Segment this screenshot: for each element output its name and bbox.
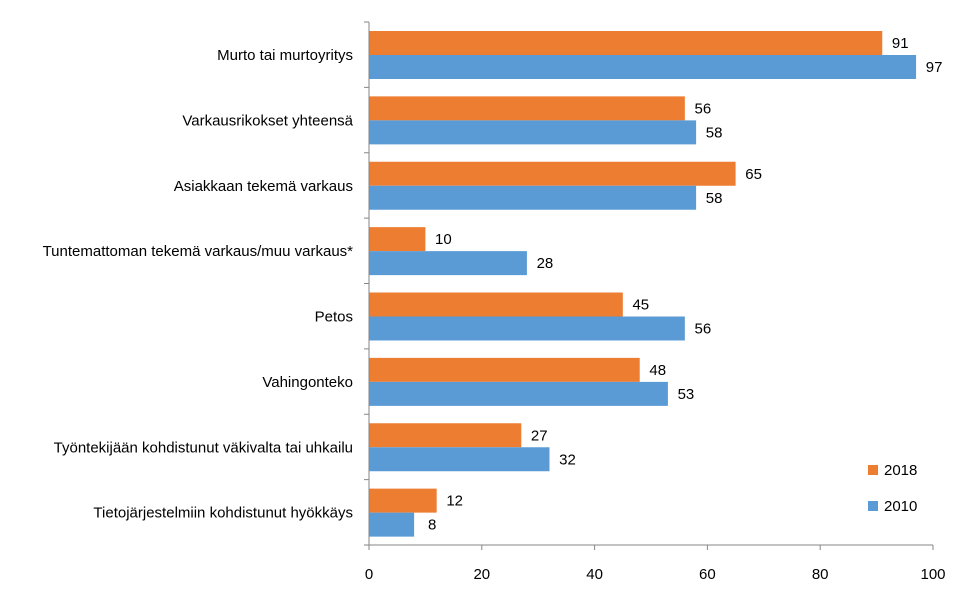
data-label: 91 bbox=[892, 35, 909, 52]
bar-2010 bbox=[369, 185, 697, 210]
data-label: 56 bbox=[694, 321, 711, 338]
bar-2010 bbox=[369, 120, 697, 145]
legend-label: 2018 bbox=[884, 462, 917, 479]
x-tick-label: 60 bbox=[699, 566, 716, 583]
bar-2010 bbox=[369, 251, 527, 276]
data-label: 53 bbox=[678, 386, 695, 403]
data-label: 28 bbox=[537, 255, 554, 272]
legend-swatch-2018 bbox=[868, 465, 878, 475]
bar-2010 bbox=[369, 447, 550, 472]
bar-2010 bbox=[369, 316, 685, 341]
bar-2018 bbox=[369, 161, 736, 186]
bar-2018 bbox=[369, 488, 437, 513]
data-label: 56 bbox=[694, 100, 711, 117]
data-label: 48 bbox=[649, 362, 666, 379]
category-label: Varkausrikokset yhteensä bbox=[182, 112, 353, 129]
bar-2018 bbox=[369, 227, 426, 252]
data-label: 65 bbox=[745, 166, 762, 183]
category-label: Tietojärjestelmiin kohdistunut hyökkäys bbox=[93, 505, 353, 522]
data-label: 58 bbox=[706, 124, 723, 141]
legend-swatch-2010 bbox=[868, 501, 878, 511]
data-label: 27 bbox=[531, 427, 548, 444]
category-label: Asiakkaan tekemä varkaus bbox=[174, 178, 353, 195]
x-tick-label: 80 bbox=[812, 566, 829, 583]
bar-2018 bbox=[369, 96, 685, 121]
legend-label: 2010 bbox=[884, 498, 917, 515]
x-tick-label: 0 bbox=[365, 566, 373, 583]
x-tick-label: 40 bbox=[586, 566, 603, 583]
data-label: 12 bbox=[446, 493, 463, 510]
category-label: Työntekijään kohdistunut väkivalta tai u… bbox=[54, 439, 353, 456]
category-label: Petos bbox=[315, 309, 353, 326]
bar-2018 bbox=[369, 357, 640, 382]
category-label: Tuntemattoman tekemä varkaus/muu varkaus… bbox=[43, 243, 354, 260]
data-label: 58 bbox=[706, 190, 723, 207]
bar-2010 bbox=[369, 512, 415, 537]
bar-2010 bbox=[369, 55, 917, 79]
bar-2018 bbox=[369, 292, 623, 317]
data-label: 32 bbox=[559, 451, 576, 468]
x-tick-label: 100 bbox=[920, 566, 945, 583]
category-label: Murto tai murtoyritys bbox=[217, 47, 353, 64]
data-label: 10 bbox=[435, 231, 452, 248]
data-label: 8 bbox=[428, 517, 436, 534]
bar-2018 bbox=[369, 31, 883, 55]
x-tick-label: 20 bbox=[473, 566, 490, 583]
data-label: 45 bbox=[632, 297, 649, 314]
data-label: 97 bbox=[926, 59, 943, 76]
bar-2018 bbox=[369, 423, 522, 448]
category-label: Vahingonteko bbox=[262, 374, 353, 391]
bar-2010 bbox=[369, 381, 668, 406]
